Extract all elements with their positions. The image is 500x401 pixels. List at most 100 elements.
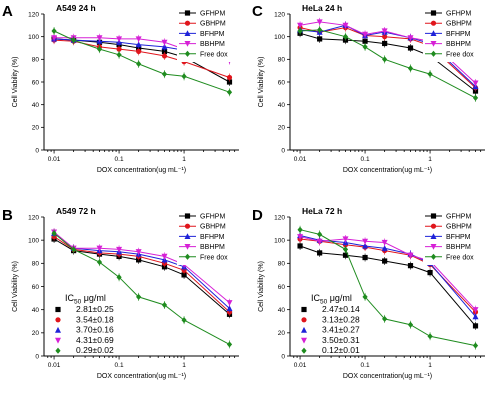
legend-label: GFHPM [446, 214, 471, 221]
data-point [342, 252, 349, 258]
data-point [96, 35, 103, 41]
series-line [53, 232, 230, 345]
legend-marker [184, 253, 191, 260]
legend-label: Free dox [446, 51, 474, 58]
data-point [427, 70, 433, 78]
series-line [299, 229, 476, 347]
series-free-dox [297, 225, 479, 350]
legend-label: GFHPM [200, 11, 225, 18]
ic50-marker [301, 347, 307, 354]
legend-marker [184, 20, 191, 26]
y-axis-title: Cell Viability (%) [12, 57, 19, 108]
panel-title: HeLa 24 h [302, 3, 342, 13]
legend-label: GBHPM [200, 224, 226, 231]
data-point [382, 315, 388, 323]
legend: GFHPM GBHPM BFHPM BBHPM Free dox [177, 6, 241, 62]
data-point [362, 238, 369, 245]
y-tick-label: 40 [278, 102, 286, 109]
data-point [181, 73, 187, 80]
panel-title: HeLa 72 h [302, 206, 342, 216]
data-point [362, 43, 368, 50]
legend-label: Free dox [200, 254, 228, 261]
data-point [317, 26, 323, 33]
series-gfhpm [297, 241, 479, 330]
ic50-value: 3.54±0.18 [76, 314, 114, 324]
y-tick-label: 60 [32, 284, 40, 291]
ic50-marker [301, 317, 307, 323]
data-point [472, 342, 479, 349]
ic50-value: 3.70±0.16 [76, 325, 114, 335]
legend-label: GBHPM [446, 21, 472, 28]
x-tick-label: 1 [428, 156, 432, 163]
data-point [71, 246, 77, 253]
data-point [226, 79, 233, 85]
ic50-value: 4.31±0.69 [76, 335, 114, 345]
data-point [472, 94, 479, 101]
ic50-value: 3.41±0.27 [322, 325, 360, 335]
x-axis-title: DOX concentration(ug mL⁻¹) [343, 373, 432, 380]
data-point [116, 51, 122, 58]
data-point [71, 36, 77, 44]
legend-label: BFHPM [200, 234, 225, 241]
ic50-marker [301, 326, 307, 333]
data-point [342, 246, 349, 253]
ic50-value: 0.12±0.01 [322, 345, 360, 355]
legend-label: GFHPM [200, 214, 225, 221]
data-point [342, 33, 349, 40]
data-point [161, 253, 168, 260]
ic50-marker [55, 337, 61, 344]
legend-label: BBHPM [446, 244, 471, 251]
data-point [136, 48, 142, 55]
ic50-marker [301, 306, 307, 313]
data-point [472, 307, 479, 313]
panel-letter: D [252, 207, 263, 224]
y-tick-label: 20 [278, 125, 286, 132]
data-point [116, 274, 122, 281]
panel-letter: A [2, 3, 13, 20]
ic50-marker [55, 317, 61, 323]
x-tick-label: 0.1 [361, 362, 370, 369]
y-tick-label: 60 [278, 79, 286, 86]
data-point [51, 35, 58, 41]
ic50-value: 3.13±0.28 [322, 314, 360, 324]
ic50-marker [55, 347, 61, 354]
ic50-title: IC50 μg/ml [65, 293, 106, 306]
series-line [53, 236, 230, 313]
data-point [161, 39, 168, 46]
data-point [96, 245, 103, 252]
legend-label: BFHPM [200, 31, 225, 38]
x-axis-title: DOX concentration(ug mL⁻¹) [97, 373, 186, 380]
x-axis-title: DOX concentration(ug mL⁻¹) [343, 167, 432, 174]
y-axis-title: Cell Viability (%) [258, 261, 265, 312]
y-tick-label: 20 [32, 330, 40, 337]
y-axis-title: Cell Viability (%) [258, 57, 265, 108]
legend-marker [430, 244, 437, 250]
data-point [427, 333, 433, 340]
data-point [136, 293, 142, 301]
y-tick-label: 80 [278, 261, 286, 268]
data-point [362, 293, 368, 301]
data-point [342, 22, 349, 29]
data-point [316, 238, 323, 245]
legend-marker [430, 253, 437, 260]
legend: GFHPM GBHPM BFHPM BBHPM Free dox [177, 209, 241, 265]
data-point [382, 258, 388, 264]
data-point [135, 249, 142, 255]
data-point [297, 226, 303, 233]
data-point [472, 323, 479, 329]
data-point [362, 38, 368, 44]
data-point [226, 305, 233, 312]
data-point [96, 259, 103, 266]
y-tick-label: 40 [32, 307, 40, 314]
x-tick-label: 0.01 [48, 156, 61, 163]
ic50-value: 2.47±0.14 [322, 304, 360, 314]
ic50-marker [55, 306, 61, 313]
panel-a: A 0 20 40 60 80 100 120 0.01 0.1 1 DOX concentratio… [2, 3, 241, 174]
data-point [297, 22, 304, 29]
data-point [362, 242, 369, 249]
y-tick-label: 80 [32, 57, 40, 64]
legend-label: GBHPM [200, 21, 226, 28]
data-point [381, 245, 388, 251]
y-tick-label: 100 [274, 34, 285, 41]
